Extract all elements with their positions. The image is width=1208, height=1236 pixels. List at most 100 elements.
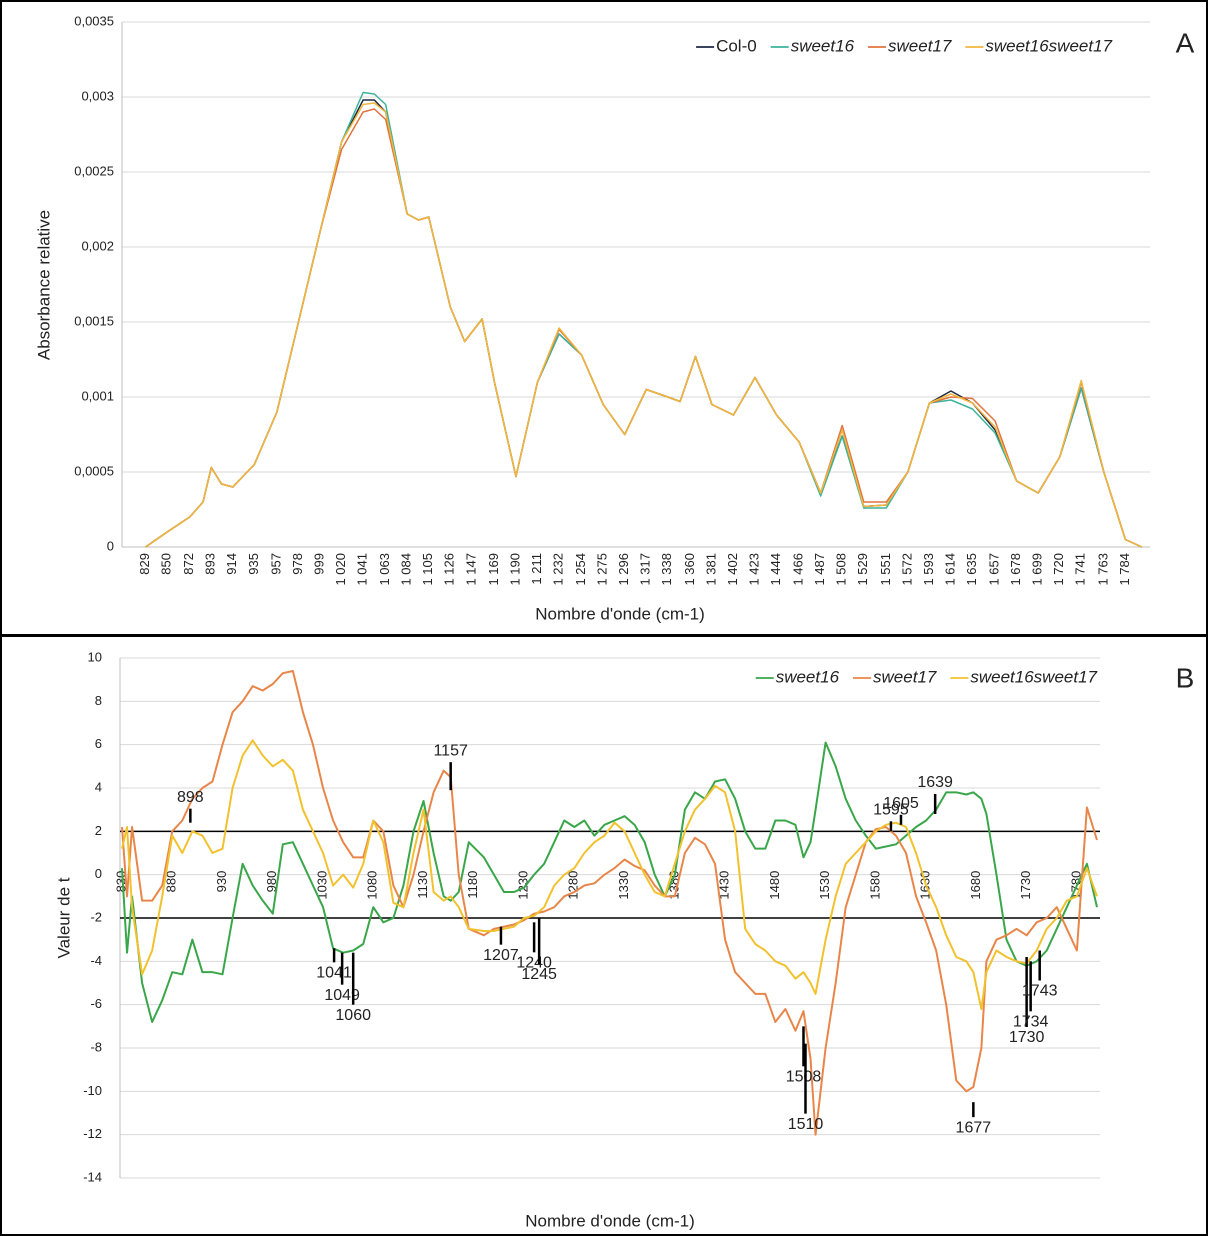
annotation-label: 1240 [516,955,552,972]
x-tick-label: 980 [264,871,279,893]
x-tick-label: 1 529 [855,553,870,586]
y-tick-label: 0,0025 [74,163,114,178]
x-tick-label: 1 338 [659,553,674,586]
series-line [145,108,1143,548]
panel-border [0,635,1208,1236]
x-tick-label: 1 254 [573,553,588,586]
x-tick-label: 914 [224,553,239,575]
x-tick-label: 1 593 [921,553,936,586]
y-axis-title: Absorbance relative [34,210,53,360]
legend-label: sweet17 [888,36,952,55]
x-tick-label: 850 [159,553,174,575]
y-tick-label: 2 [95,823,102,838]
x-tick-label: 1180 [465,871,480,899]
y-tick-label: -14 [83,1169,102,1184]
x-tick-label: 1 720 [1051,553,1066,586]
annotation-label: 1049 [324,987,360,1004]
x-tick-label: 1680 [968,871,983,900]
x-tick-label: 1580 [867,871,882,900]
series-line [145,91,1143,548]
x-tick-label: 1480 [767,871,782,900]
x-tick-label: 1 084 [399,553,414,586]
annotation-label: 1595 [873,802,909,819]
panel-border [0,0,1208,636]
x-tick-label: 1 487 [812,553,827,586]
annotation-label: 1734 [1013,1014,1049,1031]
y-tick-label: 0,001 [81,388,114,403]
y-axis-title: Valeur de t [54,877,73,958]
x-tick-label: 1 169 [486,553,501,586]
x-tick-label: 1 657 [987,553,1002,586]
x-tick-label: 1730 [1018,871,1033,900]
x-tick-label: 1 317 [638,553,653,586]
x-tick-label: 999 [311,553,326,575]
x-tick-label: 935 [246,553,261,575]
annotation-label: 898 [177,789,204,806]
x-tick-label: 1 105 [420,553,435,586]
y-tick-label: 0 [95,866,102,881]
x-tick-label: 829 [137,553,152,575]
annotation-label: 1245 [521,966,557,983]
x-tick-label: 1 232 [550,553,565,586]
x-tick-label: 1230 [515,871,530,900]
x-tick-label: 1 296 [616,553,631,586]
x-tick-label: 872 [181,553,196,575]
panel-label: B [1176,662,1195,693]
x-tick-label: 1 699 [1030,553,1045,586]
y-tick-label: -4 [90,953,102,968]
y-tick-label: 0,0015 [74,313,114,328]
annotation-label: 1730 [1009,1029,1045,1046]
x-tick-label: 1 423 [746,553,761,586]
x-tick-label: 1 741 [1073,553,1088,586]
y-tick-label: -10 [83,1083,102,1098]
x-tick-label: 1030 [314,871,329,900]
x-tick-label: 1530 [817,871,832,900]
annotation-label: 1639 [917,774,953,791]
annotation-label: 1041 [316,965,352,982]
y-tick-label: -8 [90,1039,102,1054]
x-tick-label: 1330 [616,871,631,900]
y-tick-label: 0,0035 [74,13,114,28]
y-tick-label: -6 [90,996,102,1011]
annotation-label: 1060 [335,1007,371,1024]
x-tick-label: 1 147 [463,553,478,586]
legend-label: sweet16 [791,36,855,55]
legend-label: sweet16sweet17 [985,36,1112,55]
x-tick-label: 1 466 [791,553,806,586]
x-tick-label: 1 402 [725,553,740,586]
annotation-label: 1207 [483,947,519,964]
y-tick-label: 8 [95,693,102,708]
series-line [121,670,1098,1136]
x-tick-label: 1 126 [442,553,457,586]
x-axis-title: Nombre d'onde (cm-1) [525,1211,695,1230]
x-tick-label: 978 [290,553,305,575]
y-tick-label: 0,003 [81,88,114,103]
x-tick-label: 1 572 [899,553,914,586]
x-tick-label: 1 275 [595,553,610,586]
x-tick-label: 1 020 [333,553,348,586]
legend-label: sweet16 [776,667,840,686]
y-tick-label: 4 [95,779,102,794]
x-tick-label: 1 614 [942,553,957,586]
x-tick-label: 1130 [415,871,430,899]
x-tick-label: 1 784 [1117,553,1132,586]
x-tick-label: 1 360 [682,553,697,586]
legend-label: Col-0 [716,36,757,55]
x-tick-label: 1280 [566,871,581,900]
annotation-label: 1743 [1022,983,1058,1000]
y-tick-label: -12 [83,1126,102,1141]
x-tick-label: 1 211 [529,553,544,585]
annotation-label: 1508 [786,1069,822,1086]
annotation-label: 1157 [433,742,468,759]
x-tick-label: 880 [164,871,179,893]
annotation-label: 1605 [883,795,919,812]
x-tick-label: 1 763 [1095,553,1110,586]
y-tick-label: 0 [107,538,114,553]
y-tick-label: 0,0005 [74,463,114,478]
x-tick-label: 1430 [717,871,732,900]
x-tick-label: 1 551 [878,553,893,586]
x-tick-label: 1 381 [703,553,718,586]
x-tick-label: 1080 [365,871,380,900]
